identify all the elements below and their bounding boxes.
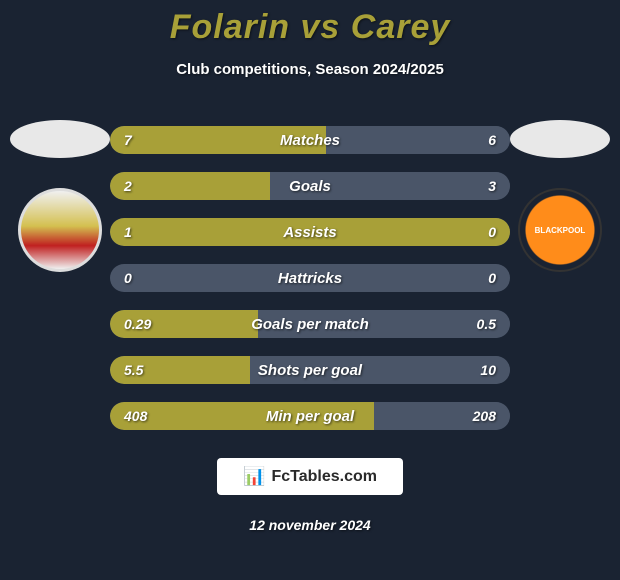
stat-value-right: 0 — [488, 224, 496, 240]
stat-row: 7 6 Matches — [110, 126, 510, 154]
stat-label: Shots per goal — [258, 362, 362, 379]
left-player-column — [10, 120, 110, 272]
chart-icon: 📊 — [243, 466, 265, 487]
stat-row: 0 0 Hattricks — [110, 264, 510, 292]
stat-value-left: 1 — [124, 224, 132, 240]
stat-label: Hattricks — [278, 270, 342, 287]
stat-label: Matches — [280, 132, 340, 149]
right-club-text: BLACKPOOL — [535, 226, 586, 235]
left-club-badge — [18, 188, 102, 272]
stat-value-right: 208 — [473, 408, 496, 424]
watermark: 📊 FcTables.com — [217, 458, 403, 495]
date-line: 12 november 2024 — [249, 517, 370, 533]
watermark-text: FcTables.com — [271, 468, 377, 486]
stat-row: 2 3 Goals — [110, 172, 510, 200]
right-club-badge: BLACKPOOL — [518, 188, 602, 272]
subtitle: Club competitions, Season 2024/2025 — [176, 61, 444, 78]
stat-row: 0.29 0.5 Goals per match — [110, 310, 510, 338]
stat-label: Goals — [289, 178, 331, 195]
stat-value-right: 0.5 — [477, 316, 496, 332]
stat-value-right: 0 — [488, 270, 496, 286]
stat-value-left: 7 — [124, 132, 132, 148]
right-player-column: BLACKPOOL — [510, 120, 610, 272]
stat-value-left: 408 — [124, 408, 147, 424]
stat-value-left: 0.29 — [124, 316, 151, 332]
stat-value-left: 2 — [124, 178, 132, 194]
stat-row: 5.5 10 Shots per goal — [110, 356, 510, 384]
stat-value-right: 10 — [480, 362, 496, 378]
page-title: Folarin vs Carey — [170, 8, 451, 47]
stat-row: 1 0 Assists — [110, 218, 510, 246]
stat-row: 408 208 Min per goal — [110, 402, 510, 430]
stat-value-left: 5.5 — [124, 362, 143, 378]
stat-label: Goals per match — [251, 316, 369, 333]
stat-value-right: 3 — [488, 178, 496, 194]
stat-value-left: 0 — [124, 270, 132, 286]
stat-bar-left — [110, 172, 270, 200]
stat-bar-right — [326, 126, 510, 154]
right-player-oval — [510, 120, 610, 158]
stat-label: Assists — [283, 224, 336, 241]
stat-value-right: 6 — [488, 132, 496, 148]
left-player-oval — [10, 120, 110, 158]
stat-label: Min per goal — [266, 408, 354, 425]
stats-area: 76Matches23Goals10Assists00Hattricks0.29… — [110, 126, 510, 430]
